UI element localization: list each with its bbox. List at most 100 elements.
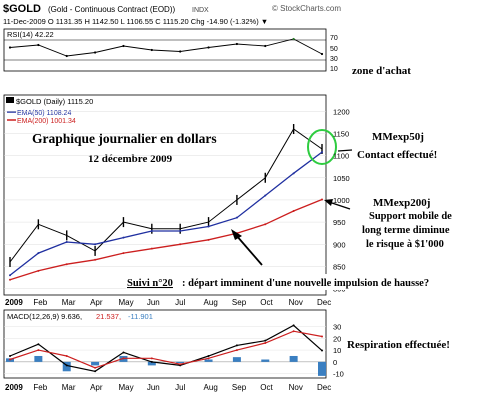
note-ema200-line3: le risque à $1'000 <box>366 239 444 250</box>
macd-month-Apr: Apr <box>90 383 103 392</box>
index-tag: INDX <box>192 7 209 14</box>
rsi-line <box>9 38 323 57</box>
price-panel: $GOLD (Daily) 1115.20 EMA(50) 1108.24 EM… <box>3 94 337 296</box>
rsi-point-Jan <box>8 46 12 49</box>
price-legend-swatch <box>6 97 14 103</box>
price-tick-label-850: 850 <box>333 262 346 271</box>
macd-hist-label: -11.901 <box>128 312 153 321</box>
ema200-point-Dec <box>321 198 323 201</box>
ema200-line <box>9 198 323 281</box>
ema200-point-Feb <box>37 269 40 272</box>
rsi-point-Jul <box>179 50 182 53</box>
macd-signal-point-Feb <box>37 349 40 352</box>
ema50-point-Mar <box>65 241 68 244</box>
chart-title: Graphique journalier en dollars <box>32 131 217 146</box>
macd-signal-point-Apr <box>94 366 97 369</box>
note-ema50-contact: Contact effectué! <box>357 149 437 161</box>
macd-signal-point-Aug <box>207 357 210 360</box>
price-line <box>9 128 323 263</box>
note-ema50-title: MMexp50j <box>372 131 424 143</box>
macd-histogram-bar-Oct <box>261 359 270 362</box>
price-tick-label-1000: 1000 <box>333 196 350 205</box>
macd-point-Feb <box>37 343 40 346</box>
rsi-tick-50: 50 <box>330 46 338 53</box>
rsi-panel: RSI(14) 42.22 70 50 30 10 <box>3 28 338 73</box>
price-tick-label-1200: 1200 <box>333 107 350 116</box>
chart-date: 12 décembre 2009 <box>88 153 173 165</box>
macd-month-Sep: Sep <box>232 383 247 392</box>
note-ema200-title: MMexp200j <box>373 197 430 209</box>
macd-month-Aug: Aug <box>204 383 218 392</box>
rsi-point-Mar <box>65 54 68 58</box>
price-month-Nov: Nov <box>289 298 303 307</box>
macd-signal-point-May <box>122 357 125 360</box>
macd-month-Oct: Oct <box>260 383 273 392</box>
macd-point-Sep <box>235 344 238 347</box>
macd-signal-point-Sep <box>235 349 238 352</box>
macd-histogram-bar-Sep <box>232 357 241 362</box>
rsi-tick-70: 70 <box>330 35 338 42</box>
ema50-point-Apr <box>94 243 97 246</box>
ohlc-line: 11-Dec-2009 O 1131.35 H 1142.50 L 1106.5… <box>3 17 268 26</box>
macd-histogram-bar-Dec <box>318 361 326 376</box>
macd-point-Dec <box>321 349 323 352</box>
rsi-label: RSI(14) 42.22 <box>7 30 54 39</box>
rsi-point-Oct <box>264 44 267 48</box>
rsi-point-Aug <box>207 46 210 49</box>
ema50-point-Jun <box>150 229 153 232</box>
macd-month-Nov: Nov <box>289 383 303 392</box>
arrow-to-ema200-icon <box>324 199 351 210</box>
macd-signal-label: 21.537, <box>96 312 121 321</box>
rsi-tick-30: 30 <box>330 56 338 63</box>
ema50-line <box>9 151 323 276</box>
source-label: © StockCharts.com <box>272 4 341 13</box>
arrow-to-circle-icon <box>337 149 353 152</box>
ema50-point-May <box>122 236 125 239</box>
ema50-point-Dec <box>321 151 323 154</box>
price-month-Jul: Jul <box>175 298 185 307</box>
price-month-Jun: Jun <box>147 298 160 307</box>
macd-signal-point-Mar <box>65 354 68 357</box>
price-tick-label-900: 900 <box>333 240 346 249</box>
ema50-point-Feb <box>37 252 40 255</box>
price-frame <box>3 94 327 296</box>
symbol-label: $GOLD <box>3 3 41 15</box>
rsi-point-May <box>122 44 125 48</box>
macd-month-Dec: Dec <box>317 383 331 392</box>
macd-signal-line <box>9 330 323 369</box>
macd-month-Mar: Mar <box>62 383 76 392</box>
macd-month-2009: 2009 <box>5 383 23 392</box>
arrow-to-ema50-icon <box>231 229 263 266</box>
price-month-Feb: Feb <box>33 298 47 307</box>
ema200-point-Aug <box>207 238 210 241</box>
rsi-point-Jun <box>150 48 153 52</box>
macd-month-Jul: Jul <box>175 383 185 392</box>
macd-point-Jan <box>9 354 11 357</box>
macd-signal-point-Dec <box>321 335 323 338</box>
macd-annotation: Respiration effectuée! <box>347 339 450 351</box>
price-tick-label-950: 950 <box>333 218 346 227</box>
ema50-point-Jan <box>9 274 11 277</box>
price-month-Oct: Oct <box>260 298 273 307</box>
ema50-point-Sep <box>235 216 238 219</box>
macd-axis: 30 20 10 0 -10 <box>333 323 344 379</box>
rsi-point-Nov <box>292 37 295 41</box>
macd-month-May: May <box>118 383 133 392</box>
macd-signal-point-Jan <box>9 358 11 361</box>
ema50-legend: EMA(50) 1108.24 <box>17 110 71 117</box>
price-tick-label-1050: 1050 <box>333 174 350 183</box>
macd-point-Mar <box>65 364 68 367</box>
macd-signal-point-Nov <box>292 330 295 333</box>
macd-histogram-bar-Jun <box>147 361 156 366</box>
price-month-2009: 2009 <box>5 298 23 307</box>
price-month-Apr: Apr <box>90 298 103 307</box>
ema200-point-Mar <box>65 263 68 266</box>
ema200-point-May <box>122 252 125 255</box>
rsi-frame <box>3 28 327 72</box>
macd-point-Aug <box>207 354 210 357</box>
ema200-point-Jul <box>179 243 182 246</box>
price-month-Mar: Mar <box>62 298 76 307</box>
ema200-point-Jan <box>9 278 11 281</box>
contact-circle <box>307 128 337 165</box>
ema200-point-Nov <box>292 210 295 213</box>
